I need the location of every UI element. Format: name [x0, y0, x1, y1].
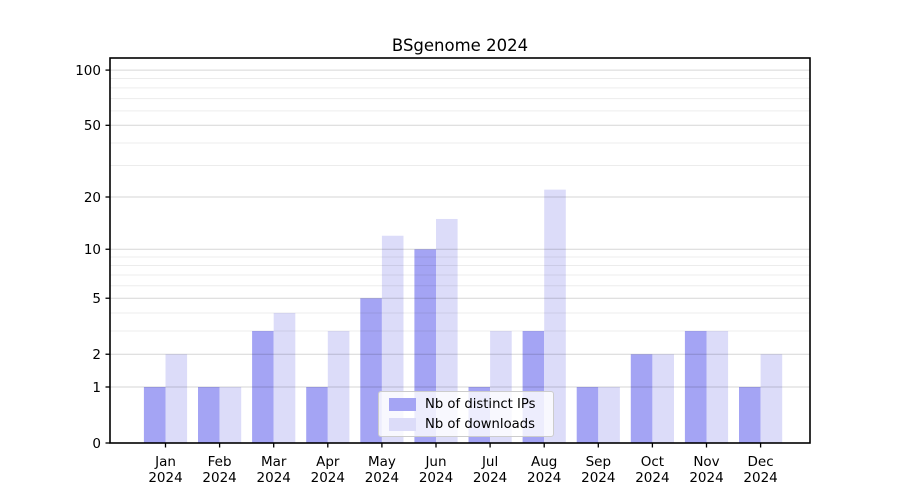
x-tick-label-year: 2024 — [202, 470, 236, 486]
chart-title: BSgenome 2024 — [391, 36, 529, 55]
x-tick-label-month: Mar — [261, 454, 287, 470]
y-tick-label: 5 — [92, 291, 101, 307]
plot-frame — [109, 57, 811, 444]
x-tick-label-month: Oct — [641, 454, 664, 470]
x-tick-label-month: Feb — [208, 454, 232, 470]
legend-label-downloads: Nb of downloads — [425, 416, 535, 432]
x-tick-label-month: Jul — [481, 454, 498, 470]
x-tick-label-year: 2024 — [419, 470, 453, 486]
x-tick-label-year: 2024 — [365, 470, 399, 486]
y-tick-label: 100 — [75, 63, 101, 79]
y-tick-label: 50 — [84, 118, 101, 134]
bar-downloads-nov — [706, 330, 729, 443]
y-tick-label: 10 — [84, 242, 101, 258]
y-tick-label: 0 — [92, 436, 101, 452]
x-tick-label-month: Apr — [316, 454, 340, 470]
y-tick-label: 20 — [84, 190, 101, 206]
legend: Nb of distinct IPs Nb of downloads — [378, 391, 554, 437]
legend-row-distinct-ips: Nb of distinct IPs — [379, 396, 553, 413]
x-tick-label-year: 2024 — [148, 470, 182, 486]
x-tick-label-year: 2024 — [635, 470, 669, 486]
bar-distinct-ips-jan — [143, 386, 166, 443]
x-tick-label-month: Aug — [531, 454, 557, 470]
x-tick-label-year: 2024 — [527, 470, 561, 486]
bar-downloads-feb — [219, 386, 242, 443]
x-tick-label-month: Nov — [693, 454, 719, 470]
x-tick-label-year: 2024 — [743, 470, 777, 486]
bar-downloads-dec — [760, 354, 783, 443]
bar-distinct-ips-apr — [306, 386, 328, 443]
x-tick-label-month: Jun — [424, 454, 446, 470]
bar-downloads-oct — [652, 354, 674, 443]
bar-downloads-apr — [327, 330, 350, 443]
x-tick-label-month: Sep — [586, 454, 611, 470]
bar-downloads-jun — [436, 218, 458, 443]
bar-distinct-ips-sep — [576, 386, 599, 443]
x-tick-label-year: 2024 — [581, 470, 615, 486]
bar-distinct-ips-feb — [198, 386, 220, 443]
bar-downloads-mar — [273, 312, 296, 443]
x-tick-label-month: Jan — [154, 454, 176, 470]
legend-label-distinct-ips: Nb of distinct IPs — [425, 396, 536, 412]
bar-distinct-ips-oct — [630, 354, 653, 443]
bar-downloads-jan — [165, 354, 188, 443]
x-tick-label-year: 2024 — [257, 470, 291, 486]
bar-distinct-ips-nov — [684, 330, 707, 443]
bar-downloads-aug — [544, 189, 566, 443]
x-tick-label-year: 2024 — [689, 470, 723, 486]
bar-distinct-ips-dec — [739, 386, 761, 443]
x-tick-label-month: Dec — [748, 454, 774, 470]
bar-downloads-sep — [598, 386, 620, 443]
legend-swatch-downloads — [389, 417, 416, 431]
bar-distinct-ips-mar — [252, 330, 274, 443]
legend-row-downloads: Nb of downloads — [379, 416, 553, 433]
x-tick-label-year: 2024 — [473, 470, 507, 486]
x-tick-label-month: May — [368, 454, 396, 470]
x-tick-label-year: 2024 — [311, 470, 345, 486]
bar-distinct-ips-may — [360, 298, 382, 443]
y-tick-label: 2 — [92, 347, 101, 363]
legend-swatch-distinct-ips — [389, 397, 416, 411]
y-tick-label: 1 — [92, 380, 101, 396]
